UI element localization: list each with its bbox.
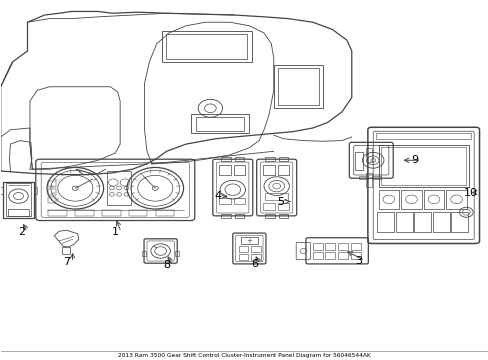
Bar — [175, 251, 179, 256]
Text: +: + — [246, 238, 252, 244]
Bar — [337, 252, 347, 259]
Bar — [3, 182, 34, 218]
Bar — [273, 65, 322, 108]
Text: 10: 10 — [463, 188, 477, 198]
Text: 2: 2 — [18, 227, 25, 237]
Bar — [263, 165, 274, 175]
Bar — [156, 211, 174, 216]
Bar — [277, 68, 318, 105]
Bar — [47, 181, 56, 187]
Bar — [277, 203, 289, 211]
Bar — [378, 145, 468, 187]
Bar — [277, 165, 289, 175]
Bar — [238, 254, 248, 260]
Bar — [376, 212, 393, 232]
Bar — [423, 190, 444, 209]
Bar — [446, 190, 466, 209]
Bar — [251, 254, 261, 260]
Bar — [358, 176, 367, 179]
Bar — [378, 190, 398, 209]
Bar — [278, 214, 288, 219]
Bar — [375, 133, 470, 139]
Bar — [142, 251, 146, 256]
Bar — [371, 176, 380, 179]
Bar — [251, 246, 261, 252]
Bar — [75, 211, 94, 216]
Bar — [366, 148, 371, 162]
Bar — [48, 211, 67, 216]
Bar — [195, 117, 244, 131]
Bar — [432, 212, 449, 232]
Bar — [34, 187, 37, 194]
Bar — [264, 214, 274, 219]
Bar — [221, 157, 230, 161]
Bar — [8, 209, 29, 216]
Bar — [354, 152, 363, 170]
Bar — [47, 189, 56, 195]
Bar — [221, 214, 230, 219]
Bar — [337, 243, 347, 250]
Bar — [102, 211, 121, 216]
Bar — [233, 198, 245, 204]
Bar — [264, 157, 274, 161]
Bar — [263, 203, 274, 211]
Bar — [395, 212, 412, 232]
Bar — [312, 243, 322, 250]
Bar — [400, 190, 421, 209]
Bar — [107, 171, 131, 205]
Bar — [366, 173, 371, 187]
Text: 6: 6 — [250, 259, 257, 269]
Bar — [312, 252, 322, 259]
Bar — [129, 211, 147, 216]
Bar — [380, 147, 466, 185]
Bar — [233, 165, 245, 175]
Bar — [190, 114, 249, 134]
Text: 5: 5 — [277, 197, 284, 207]
Text: 2013 Ram 3500 Gear Shift Control Cluster-Instrument Panel Diagram for 56046544AK: 2013 Ram 3500 Gear Shift Control Cluster… — [118, 352, 370, 357]
Text: 4: 4 — [214, 191, 221, 201]
Bar — [350, 252, 360, 259]
Text: 3: 3 — [355, 256, 362, 266]
Bar — [350, 243, 360, 250]
Bar — [413, 212, 430, 232]
Bar — [238, 246, 248, 252]
Text: 1: 1 — [112, 227, 119, 237]
Bar — [219, 198, 230, 204]
Bar — [325, 252, 334, 259]
Bar — [264, 193, 288, 200]
Bar — [219, 165, 230, 175]
Bar — [166, 35, 246, 59]
Bar — [47, 197, 56, 203]
Bar — [161, 31, 251, 62]
Bar — [240, 237, 258, 244]
Bar — [234, 214, 244, 219]
Bar — [61, 247, 70, 253]
Text: 9: 9 — [411, 155, 418, 165]
Bar — [325, 243, 334, 250]
Bar — [234, 157, 244, 161]
Bar — [6, 183, 31, 216]
Text: 8: 8 — [163, 260, 170, 270]
Bar — [450, 212, 468, 232]
Text: 7: 7 — [63, 257, 70, 267]
Bar — [278, 157, 288, 161]
Bar — [0, 187, 3, 194]
